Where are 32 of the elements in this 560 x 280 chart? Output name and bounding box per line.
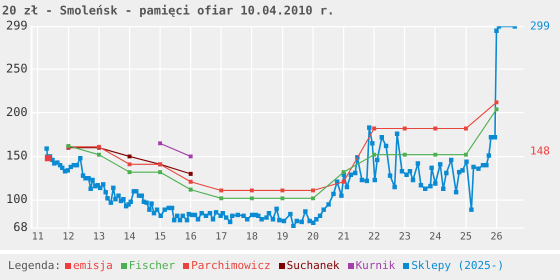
legend-label: Parchimowicz	[190, 259, 271, 272]
text: 148	[530, 144, 550, 158]
y-tick-label: 200	[6, 104, 28, 119]
y-tick-label: 299	[6, 18, 28, 33]
x-tick-label: 15	[154, 232, 166, 243]
x-tick-label: 19	[276, 232, 288, 243]
x-tick-label: 12	[62, 232, 74, 243]
legend-label: emisja	[72, 259, 113, 272]
data-label: 299	[530, 19, 550, 32]
y-tick-label: 100	[6, 192, 28, 206]
x-tick-label: 14	[124, 232, 136, 243]
x-tick-label: 18	[246, 232, 258, 243]
chart-title: 20 zł - Smoleńsk - pamięci ofiar 10.04.2010 r.	[2, 3, 334, 18]
x-tick-label: 13	[92, 232, 105, 243]
x-tick-label: 22	[368, 232, 380, 243]
y-tick-label: 68	[13, 220, 28, 234]
legend-label: Kurnik	[354, 259, 396, 272]
x-tick-label: 17	[215, 232, 228, 243]
y-tick-label: 250	[6, 61, 28, 76]
x-tick-label: 25	[460, 232, 472, 243]
x-tick-label: 24	[429, 232, 442, 243]
x-tick-label: 21	[338, 232, 350, 243]
legend-label: Suchanek	[286, 259, 340, 272]
x-tick-label: 26	[490, 232, 502, 243]
y-tick-label: 150	[6, 148, 28, 163]
legend-title: Legenda:	[8, 259, 61, 272]
legend-label: Sklepy (2025-)	[410, 259, 504, 272]
legend-label: Fischer	[128, 259, 176, 272]
x-tick-label: 16	[184, 232, 197, 243]
x-tick-label: 20	[306, 232, 320, 243]
x-tick-label: 23	[398, 232, 411, 243]
x-tick-label: 11	[32, 232, 44, 243]
